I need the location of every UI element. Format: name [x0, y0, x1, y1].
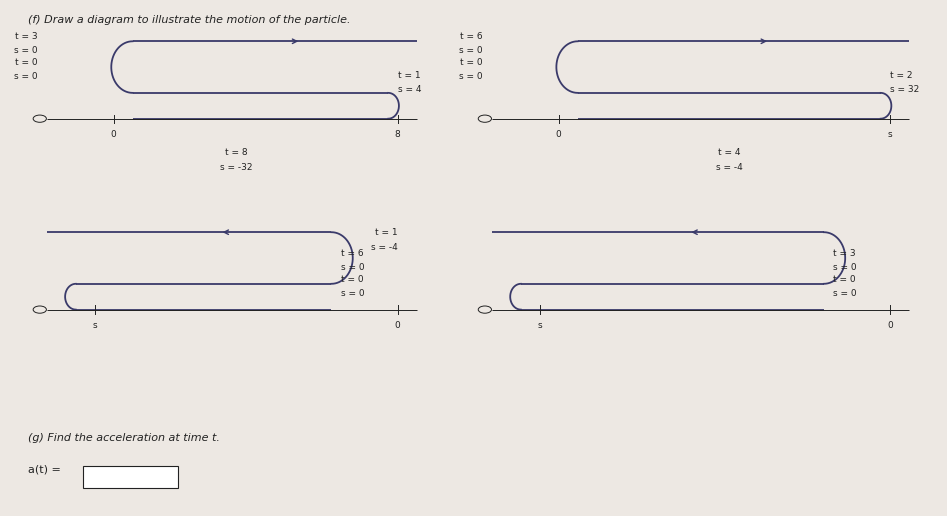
Text: s = 4: s = 4	[398, 85, 421, 94]
Text: (f) Draw a diagram to illustrate the motion of the particle.: (f) Draw a diagram to illustrate the mot…	[28, 15, 351, 25]
Text: a(t) =: a(t) =	[28, 464, 62, 475]
Text: t = 2: t = 2	[890, 71, 913, 80]
Text: s = 32: s = 32	[890, 85, 920, 94]
Text: 0: 0	[887, 321, 893, 330]
Text: 8: 8	[395, 130, 401, 139]
Text: t = 0: t = 0	[833, 275, 856, 284]
FancyBboxPatch shape	[83, 466, 178, 488]
Text: s = -32: s = -32	[221, 163, 253, 171]
Text: t = 0: t = 0	[460, 58, 483, 67]
Text: s: s	[538, 321, 542, 330]
Text: t = 6: t = 6	[460, 33, 483, 41]
Text: 0: 0	[111, 130, 116, 139]
Text: t = 6: t = 6	[341, 249, 364, 258]
Text: s = -4: s = -4	[371, 243, 398, 251]
Text: s = 0: s = 0	[459, 46, 483, 55]
Text: s = 0: s = 0	[459, 72, 483, 81]
Text: 0: 0	[556, 130, 562, 139]
Text: s = 0: s = 0	[341, 289, 365, 298]
Text: s = 0: s = 0	[14, 72, 38, 81]
Text: s = 0: s = 0	[14, 46, 38, 55]
Text: 0: 0	[395, 321, 401, 330]
Text: s = 0: s = 0	[833, 263, 857, 272]
Text: s = 0: s = 0	[833, 289, 857, 298]
Text: t = 4: t = 4	[718, 149, 741, 157]
Text: s = -4: s = -4	[716, 163, 742, 171]
Text: s = 0: s = 0	[341, 263, 365, 272]
Text: s: s	[888, 130, 892, 139]
Text: t = 3: t = 3	[833, 249, 856, 258]
Text: s: s	[93, 321, 97, 330]
Text: t = 8: t = 8	[225, 149, 248, 157]
Text: (g) Find the acceleration at time t.: (g) Find the acceleration at time t.	[28, 433, 221, 443]
Text: t = 3: t = 3	[15, 33, 38, 41]
Text: t = 0: t = 0	[15, 58, 38, 67]
Text: t = 0: t = 0	[341, 275, 364, 284]
Text: t = 1: t = 1	[375, 229, 398, 237]
Text: t = 1: t = 1	[398, 71, 420, 80]
